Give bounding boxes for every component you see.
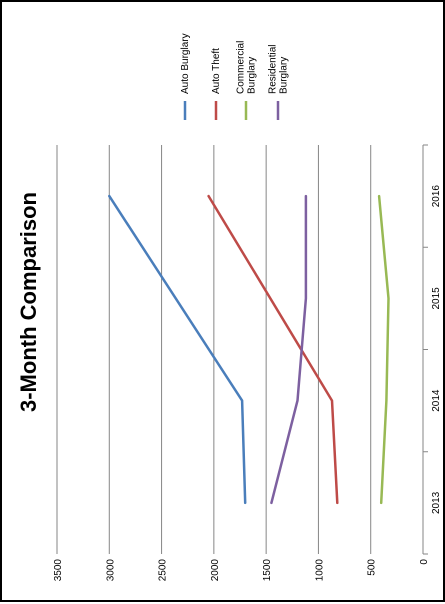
value-tick-label: 500 <box>367 559 378 576</box>
legend-label: Auto Burglary <box>180 33 191 94</box>
legend-item-auto-theft: Auto Theft <box>211 48 222 120</box>
legend-item-auto-burglary: Auto Burglary <box>180 33 191 120</box>
legend-label: Commercial <box>236 41 247 94</box>
legend-item-commercial-burglary: Commercial Burglary <box>236 41 258 120</box>
value-tick-label: 2000 <box>210 559 221 582</box>
value-tick-label: 0 <box>419 559 430 565</box>
series-line-residential-burglary <box>270 194 308 505</box>
series <box>108 194 390 505</box>
series-line-auto-theft <box>207 194 339 505</box>
chart-title: 3-Month Comparison <box>16 192 41 412</box>
legend-item-residential-burglary: Residential Burglary <box>268 45 290 120</box>
legend-label: Burglary <box>279 57 290 94</box>
legend: Auto Burglary Auto Theft Commercial Burglar… <box>180 33 290 120</box>
legend-label: Residential <box>268 45 279 94</box>
category-label-2016: 2016 <box>431 185 442 208</box>
category-label-2014: 2014 <box>431 389 442 412</box>
legend-label: Auto Theft <box>211 48 222 94</box>
value-tick-label: 3500 <box>53 559 64 582</box>
value-tick-label: 3000 <box>105 559 116 582</box>
gridlines <box>56 145 372 554</box>
value-tick-label: 2500 <box>158 559 169 582</box>
value-tick-label: 1500 <box>262 559 273 582</box>
legend-label: Burglary <box>247 57 258 94</box>
axes: 0 500 1000 1500 2000 2500 3000 3500 2013 2014 2015… <box>53 144 442 582</box>
series-line-commercial-burglary <box>377 194 390 505</box>
value-tick-label: 1000 <box>314 559 325 582</box>
category-label-2013: 2013 <box>431 491 442 514</box>
series-line-auto-burglary <box>108 194 247 505</box>
category-label-2015: 2015 <box>431 287 442 310</box>
